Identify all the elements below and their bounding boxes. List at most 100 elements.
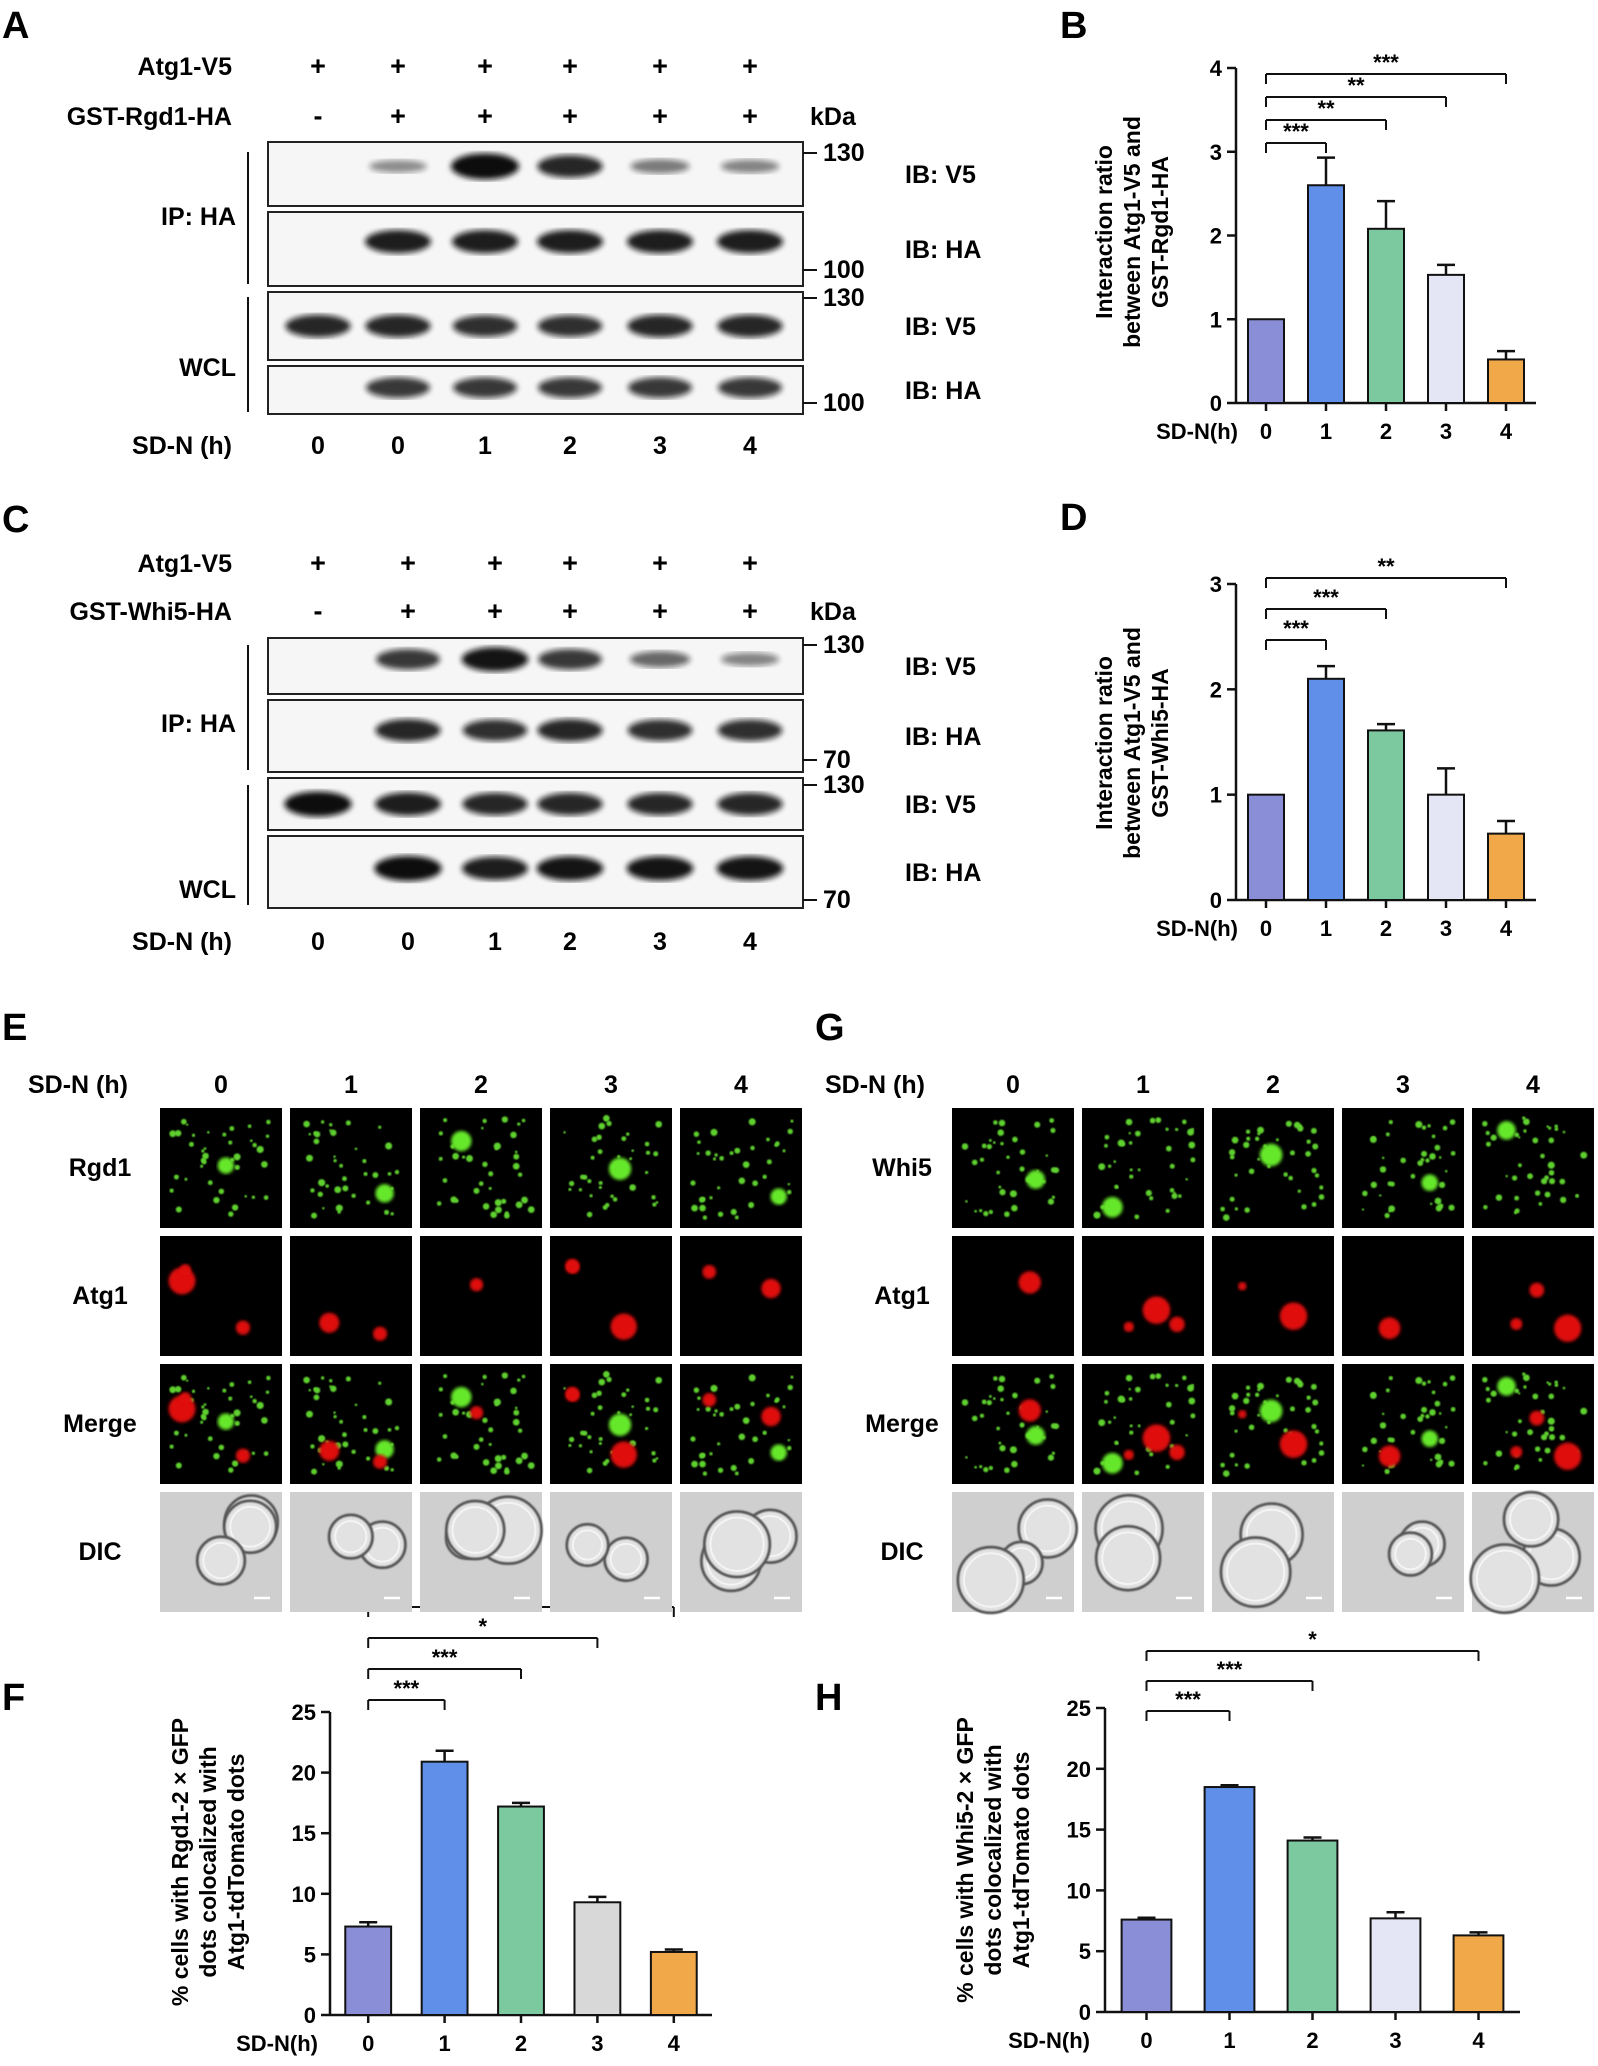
y-axis-label: Interaction ratio: [1091, 145, 1117, 319]
sdn-value: 0: [311, 928, 325, 956]
sign-mark: +: [652, 596, 668, 626]
gfp-dot: [1517, 1136, 1521, 1139]
blot-band: [629, 651, 691, 668]
gfp-dot: [1361, 1208, 1365, 1211]
gfp-dot: [1006, 1155, 1010, 1160]
gfp-dot: [1431, 1134, 1436, 1139]
gfp-dot: [1169, 1419, 1175, 1425]
gfp-spot: [375, 1184, 394, 1203]
gfp-dot: [333, 1411, 336, 1414]
gfp-dot: [517, 1378, 521, 1382]
gfp-dot: [645, 1150, 651, 1155]
fluorescence-image: [680, 1364, 802, 1484]
yeast-cell: [444, 1499, 506, 1561]
row-label: GST-Whi5-HA: [70, 598, 233, 626]
gfp-dot: [218, 1188, 225, 1195]
gfp-dot: [734, 1147, 741, 1154]
gfp-dot: [247, 1124, 252, 1129]
blot-band: [720, 652, 780, 666]
gfp-dot: [1532, 1137, 1539, 1144]
bar: [1487, 832, 1525, 902]
x-tick-label: 3: [1440, 419, 1452, 444]
gfp-dot: [651, 1451, 656, 1456]
gfp-dot: [1177, 1194, 1182, 1198]
gfp-dot: [1034, 1377, 1041, 1384]
gfp-dot: [998, 1185, 1002, 1189]
gfp-dot: [184, 1177, 188, 1181]
gfp-dot: [1187, 1384, 1195, 1392]
gfp-dot: [598, 1185, 602, 1190]
gfp-dot: [1053, 1423, 1060, 1430]
sign-mark: +: [652, 548, 668, 578]
y-axis-label: % cells with Whi5-2 × GFP: [952, 1717, 978, 2003]
gfp-dot: [587, 1179, 592, 1184]
gfp-dot: [1311, 1423, 1317, 1430]
microscopy-grid-panel-e: SD-N (h) 0 1 2 3 4 Rgd1 Atg1 Merge DIC: [28, 1071, 802, 1612]
gfp-dot: [598, 1181, 603, 1186]
gfp-spot: [608, 1157, 632, 1181]
gfp-dot: [1049, 1118, 1055, 1123]
gfp-dot: [1228, 1149, 1236, 1156]
gfp-dot: [730, 1464, 737, 1472]
gfp-dot: [1431, 1390, 1436, 1395]
gfp-dot: [442, 1178, 448, 1183]
gfp-dot: [1554, 1380, 1558, 1385]
sig-label: ***: [394, 1676, 420, 1701]
gfp-dot: [256, 1401, 264, 1410]
gfp-dot: [631, 1405, 635, 1409]
gfp-dot: [1051, 1451, 1056, 1455]
bar: [420, 1760, 469, 2017]
gfp-dot: [1514, 1132, 1520, 1138]
gfp-dot: [1165, 1401, 1172, 1408]
sign-mark: +: [390, 101, 406, 131]
gfp-dot: [1438, 1412, 1442, 1415]
gfp-dot: [1438, 1437, 1446, 1445]
sign-mark: +: [310, 548, 326, 578]
y-tick-label: 20: [292, 1761, 316, 1786]
fluorescence-image: [1212, 1108, 1334, 1228]
blot-band: [718, 377, 782, 398]
blot-band: [627, 229, 693, 254]
gfp-dot: [1234, 1173, 1238, 1177]
gfp-dot: [1306, 1395, 1311, 1400]
gfp-dot: [494, 1402, 499, 1407]
gfp-dot: [1522, 1372, 1526, 1376]
ib-label: IB: HA: [905, 723, 981, 751]
gfp-dot: [1145, 1189, 1152, 1197]
y-tick-label: 20: [1067, 1757, 1091, 1782]
tdtomato-spot: [1554, 1442, 1582, 1470]
blot-band: [461, 647, 529, 672]
gfp-dot: [974, 1209, 978, 1213]
gfp-dot: [787, 1189, 792, 1195]
gfp-dot: [1534, 1446, 1541, 1452]
gfp-dot: [702, 1471, 708, 1476]
bar: [649, 1950, 698, 2016]
gfp-dot: [438, 1156, 443, 1161]
fluorescence-image: [290, 1364, 412, 1484]
fluorescence-image: [160, 1236, 282, 1356]
sign-mark: +: [742, 596, 758, 626]
gfp-spot: [770, 1188, 787, 1205]
gfp-dot: [1370, 1437, 1378, 1445]
gfp-dot: [578, 1188, 583, 1192]
blot-band: [375, 792, 441, 816]
gfp-dot: [1190, 1157, 1196, 1163]
gfp-dot: [1437, 1203, 1444, 1209]
gfp-dot: [200, 1164, 204, 1168]
gfp-dot: [598, 1378, 606, 1386]
gfp-dot: [1120, 1398, 1126, 1403]
marker-label: 130: [823, 139, 865, 167]
gfp-dot: [1128, 1397, 1133, 1401]
gfp-dot: [201, 1159, 207, 1165]
sign-mark: +: [487, 548, 503, 578]
gfp-dot: [644, 1397, 650, 1403]
gfp-dot: [1388, 1375, 1393, 1381]
blot-band: [537, 792, 603, 816]
tdtomato-spot: [702, 1393, 717, 1407]
gfp-dot: [318, 1435, 326, 1443]
gfp-dot: [1004, 1211, 1010, 1218]
gfp-dot: [748, 1374, 756, 1382]
gfp-dot: [1120, 1142, 1126, 1147]
blot-band: [717, 792, 783, 816]
gfp-dot: [1415, 1376, 1423, 1385]
